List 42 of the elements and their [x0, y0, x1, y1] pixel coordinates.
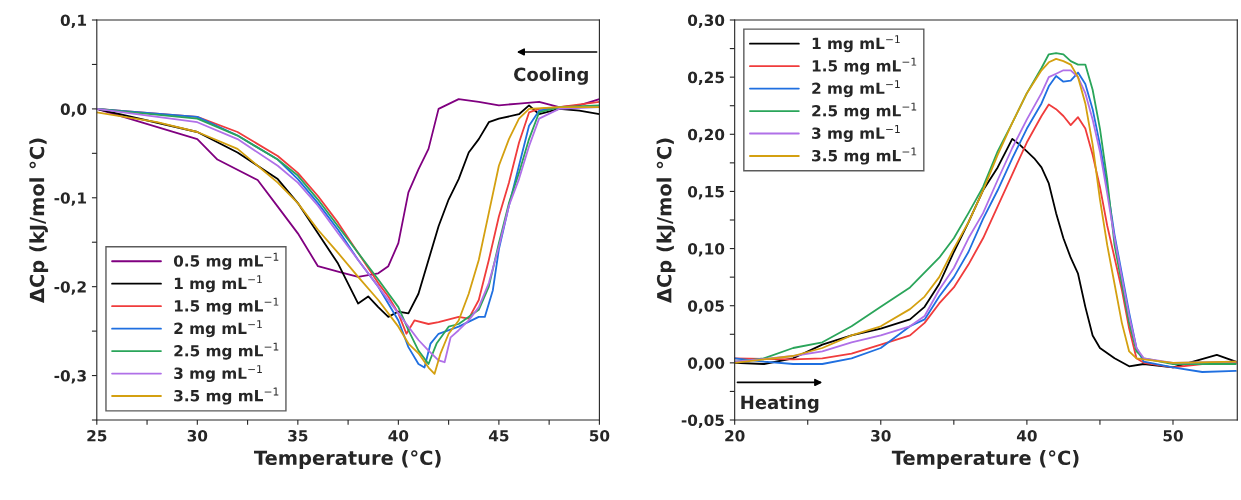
- x-tick-label: 50: [1163, 429, 1183, 442]
- y-tick-label: 0,05: [687, 300, 724, 314]
- annotation: Cooling: [514, 67, 588, 85]
- legend-label: 3 mg mL$^{−1}$: [174, 365, 262, 383]
- y-axis-title: ΔCp (kJ/mol °C): [656, 138, 676, 303]
- x-axis-title: Temperature (°C): [891, 450, 1079, 469]
- legend-label: 1 mg mL$^{−1}$: [812, 35, 900, 53]
- y-tick-label: 0,10: [687, 243, 725, 257]
- annotation: Heating: [741, 395, 819, 413]
- x-tick-label: 50: [589, 429, 610, 442]
- x-axis-title: Temperature (°C): [253, 450, 441, 469]
- y-tick-label: 0,1: [60, 14, 87, 28]
- y-tick-label: -0,3: [54, 370, 86, 384]
- legend-label: 3.5 mg mL$^{−1}$: [174, 387, 279, 405]
- legend-label: 3 mg mL$^{−1}$: [812, 125, 900, 143]
- y-tick-label: 0,20: [687, 128, 725, 143]
- x-tick-label: 35: [288, 429, 308, 442]
- x-tick-label: 30: [187, 429, 208, 442]
- y-axis-title: ΔCp (kJ/mol °C): [29, 138, 49, 303]
- legend-label: 2 mg mL$^{−1}$: [174, 320, 262, 338]
- legend-label: 2.5 mg mL$^{−1}$: [812, 102, 917, 120]
- y-tick-label: 0,30: [687, 14, 725, 28]
- y-tick-label: 0,0: [60, 103, 87, 117]
- legend-label: 1.5 mg mL$^{−1}$: [812, 57, 917, 75]
- x-tick-label: 20: [725, 429, 745, 442]
- x-tick-label: 30: [871, 429, 891, 442]
- x-tick-label: 45: [488, 430, 509, 442]
- legend-label: 2 mg mL$^{−1}$: [812, 80, 900, 98]
- y-tick-label: -0,1: [54, 192, 87, 206]
- x-tick-label: 25: [87, 429, 107, 442]
- y-tick-label: 0,15: [687, 185, 724, 200]
- legend-label: 3.5 mg mL$^{−1}$: [812, 147, 917, 165]
- legend-label: 1 mg mL$^{−1}$: [174, 275, 262, 293]
- y-tick-label: -0,2: [54, 281, 86, 295]
- legend-label: 1.5 mg mL$^{−1}$: [174, 297, 279, 315]
- legend-label: 2.5 mg mL$^{−1}$: [174, 342, 279, 360]
- y-tick-label: 0,00: [687, 357, 725, 371]
- x-tick-label: 40: [388, 429, 409, 442]
- legend-label: 0.5 mg mL$^{−1}$: [173, 252, 279, 270]
- x-tick-label: 40: [1016, 429, 1037, 442]
- y-tick-label: -0,05: [681, 414, 724, 428]
- y-tick-label: 0,25: [687, 71, 724, 86]
